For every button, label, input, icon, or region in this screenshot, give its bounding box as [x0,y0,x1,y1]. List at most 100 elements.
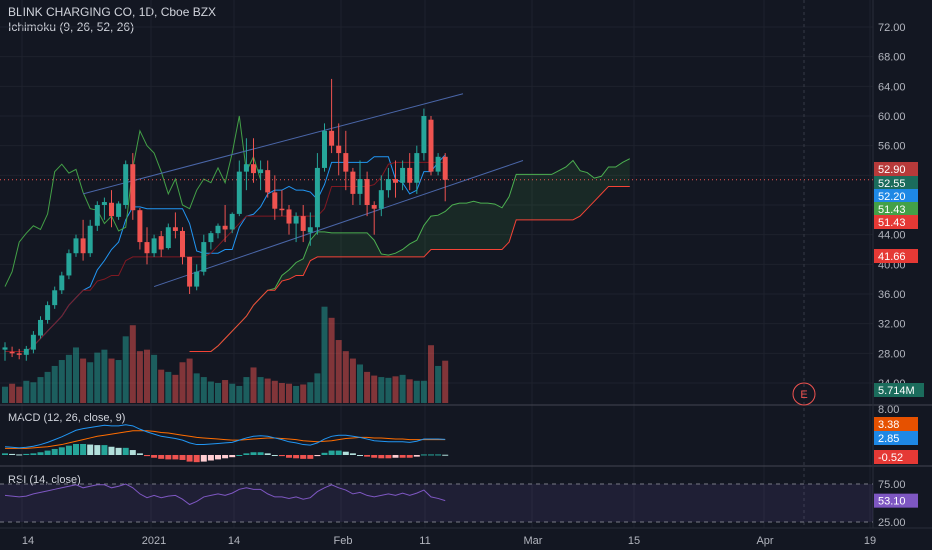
volume-bars [2,306,449,403]
volume-bar [321,306,328,403]
macd-tag [874,431,918,445]
volume-bar [378,377,385,403]
macd-histogram-bar [300,455,307,459]
macd-tag-label: 3.38 [878,419,899,431]
candle-body [251,164,256,174]
macd-histogram-bar [51,448,58,455]
volume-bar [406,379,413,403]
price-tag-label: 51.43 [878,204,906,216]
candlesticks: E [2,78,816,406]
candle-body [378,190,384,209]
price-tick-label: 64.00 [878,81,906,93]
macd-histogram-bar [250,452,257,455]
macd-histogram-bar [378,455,385,459]
candle-body [52,290,58,306]
price-tick-label: 28.00 [878,348,906,360]
candle-body [314,167,320,228]
volume-bar [392,376,399,403]
candle-body [364,179,370,205]
volume-bar [23,380,30,403]
candle-body [187,256,193,287]
macd-histogram-bar [186,455,193,462]
rsi-band [0,484,873,522]
macd-histogram-bar [165,455,172,460]
macd-histogram-bar [278,455,285,457]
candle-body [393,179,398,183]
macd-tick-label: 8.00 [878,404,899,416]
volume-bar [328,317,335,403]
macd-histogram-bar [435,454,442,456]
macd-histogram-bar [314,455,321,457]
macd-histogram-bar [364,455,371,457]
volume-bar [122,336,129,403]
volume-bar [65,354,72,403]
volume-bar [9,383,16,403]
macd-histogram-bar [293,455,300,459]
macd-indicator-label[interactable]: MACD (12, 26, close, 9) [8,412,126,424]
candle-body [45,305,51,320]
price-tag [874,162,918,176]
price-tick-label: 36.00 [878,289,906,301]
volume-bar [193,373,200,403]
macd-histogram-bar [357,455,363,456]
macd-histogram-bar [413,455,420,457]
macd-tag-label: 2.85 [878,433,899,445]
volume-bar [335,340,342,403]
price-tick-label: 72.00 [878,22,906,34]
volume-bar [207,381,214,403]
price-tick-label: 56.00 [878,141,906,153]
candle-body [371,205,377,209]
price-tag [874,202,918,216]
volume-bar [286,383,292,403]
macd-histogram-bar [385,455,392,459]
macd-histogram-bar [428,454,434,456]
volume-bar [108,358,115,403]
rsi-tag [874,493,918,508]
macd-signal-line [5,430,446,449]
candle-body [151,238,157,254]
ichimoku-cloud [189,158,630,352]
macd-histogram-bar [264,453,271,455]
macd-histogram-bar [87,444,94,455]
candle-body [350,171,356,194]
macd-histogram-bar [108,446,115,455]
chart-title: BLINK CHARGING CO, 1D, Cboe BZX [8,5,217,19]
macd-histogram-bar [16,454,23,456]
volume-bar [349,358,356,403]
time-tick-label: Feb [334,535,353,547]
macd-histogram-bar [222,455,229,459]
candle-body [16,353,22,355]
macd-line [4,424,446,449]
candle-body [336,145,342,154]
candle-body [272,192,278,209]
volume-bar [179,362,186,403]
volume-bar [94,352,101,403]
candle-body [329,130,335,146]
time-tick-label: Mar [524,535,543,547]
macd-histogram-bar [80,444,87,455]
macd-histogram-bar [207,455,214,461]
rsi-indicator-label[interactable]: RSI (14, close) [8,474,81,486]
time-tick-label: 11 [419,535,430,547]
time-tick-label: 19 [864,535,876,547]
volume-bar [399,374,406,403]
macd-histogram-bar [399,455,406,458]
candle-body [357,179,363,194]
price-tag [874,249,918,263]
macd-histogram-bar [328,450,335,455]
volume-bar [342,351,349,403]
macd-tag-label: -0.52 [878,452,903,464]
candle-body [428,119,434,172]
volume-bar [293,385,300,403]
macd-histogram-bar [172,455,179,460]
volume-bar [229,383,236,403]
candle-body [407,167,413,183]
volume-bar [151,354,158,403]
candle-body [258,169,264,174]
leading-span-b [189,185,630,352]
macd-histogram-bar [243,453,250,455]
volume-bar [58,360,65,403]
macd-histogram-bar [58,447,65,455]
price-tick-label: 60.00 [878,111,906,123]
